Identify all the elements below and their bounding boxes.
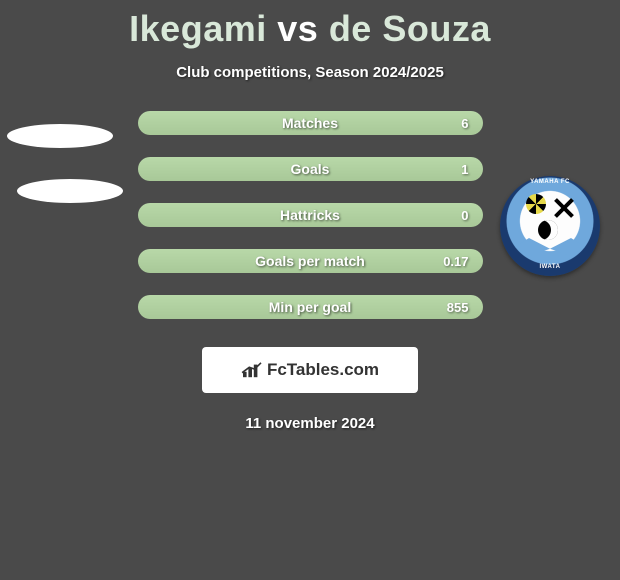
stats-container: Matches6Goals1Hattricks0Goals per match0… <box>138 111 483 319</box>
stat-row: Hattricks0 <box>138 203 483 227</box>
stat-row: Matches6 <box>138 111 483 135</box>
stat-value: 0.17 <box>443 254 468 269</box>
stat-label: Hattricks <box>148 207 473 223</box>
player1-name: Ikegami <box>129 8 267 49</box>
stat-value: 0 <box>461 208 468 223</box>
player2-club-badge: YAMAHA FC IWATA <box>500 176 600 276</box>
stat-row: Goals per match0.17 <box>138 249 483 273</box>
stat-row: Min per goal855 <box>138 295 483 319</box>
subtitle: Club competitions, Season 2024/2025 <box>0 64 620 81</box>
player1-photo-placeholder <box>7 124 113 148</box>
stat-label: Min per goal <box>148 299 473 315</box>
player1-club-placeholder <box>17 179 123 203</box>
stat-value: 6 <box>461 116 468 131</box>
comparison-title: Ikegami vs de Souza <box>0 0 620 50</box>
fctables-logo[interactable]: FcTables.com <box>202 347 418 393</box>
player2-name: de Souza <box>329 8 491 49</box>
badge-text-top: YAMAHA FC <box>500 179 600 185</box>
vs-text: vs <box>277 8 318 49</box>
date-label: 11 november 2024 <box>0 415 620 432</box>
bar-chart-icon <box>241 361 263 379</box>
logo-text: FcTables.com <box>267 360 379 380</box>
stat-label: Matches <box>148 115 473 131</box>
stat-label: Goals per match <box>148 253 473 269</box>
stat-value: 1 <box>461 162 468 177</box>
stat-row: Goals1 <box>138 157 483 181</box>
stat-label: Goals <box>148 161 473 177</box>
stat-value: 855 <box>447 300 469 315</box>
badge-cross-icon <box>552 196 576 220</box>
badge-text-bottom: IWATA <box>500 264 600 270</box>
badge-ball-icon <box>526 194 546 214</box>
badge-moon-icon <box>538 220 558 240</box>
